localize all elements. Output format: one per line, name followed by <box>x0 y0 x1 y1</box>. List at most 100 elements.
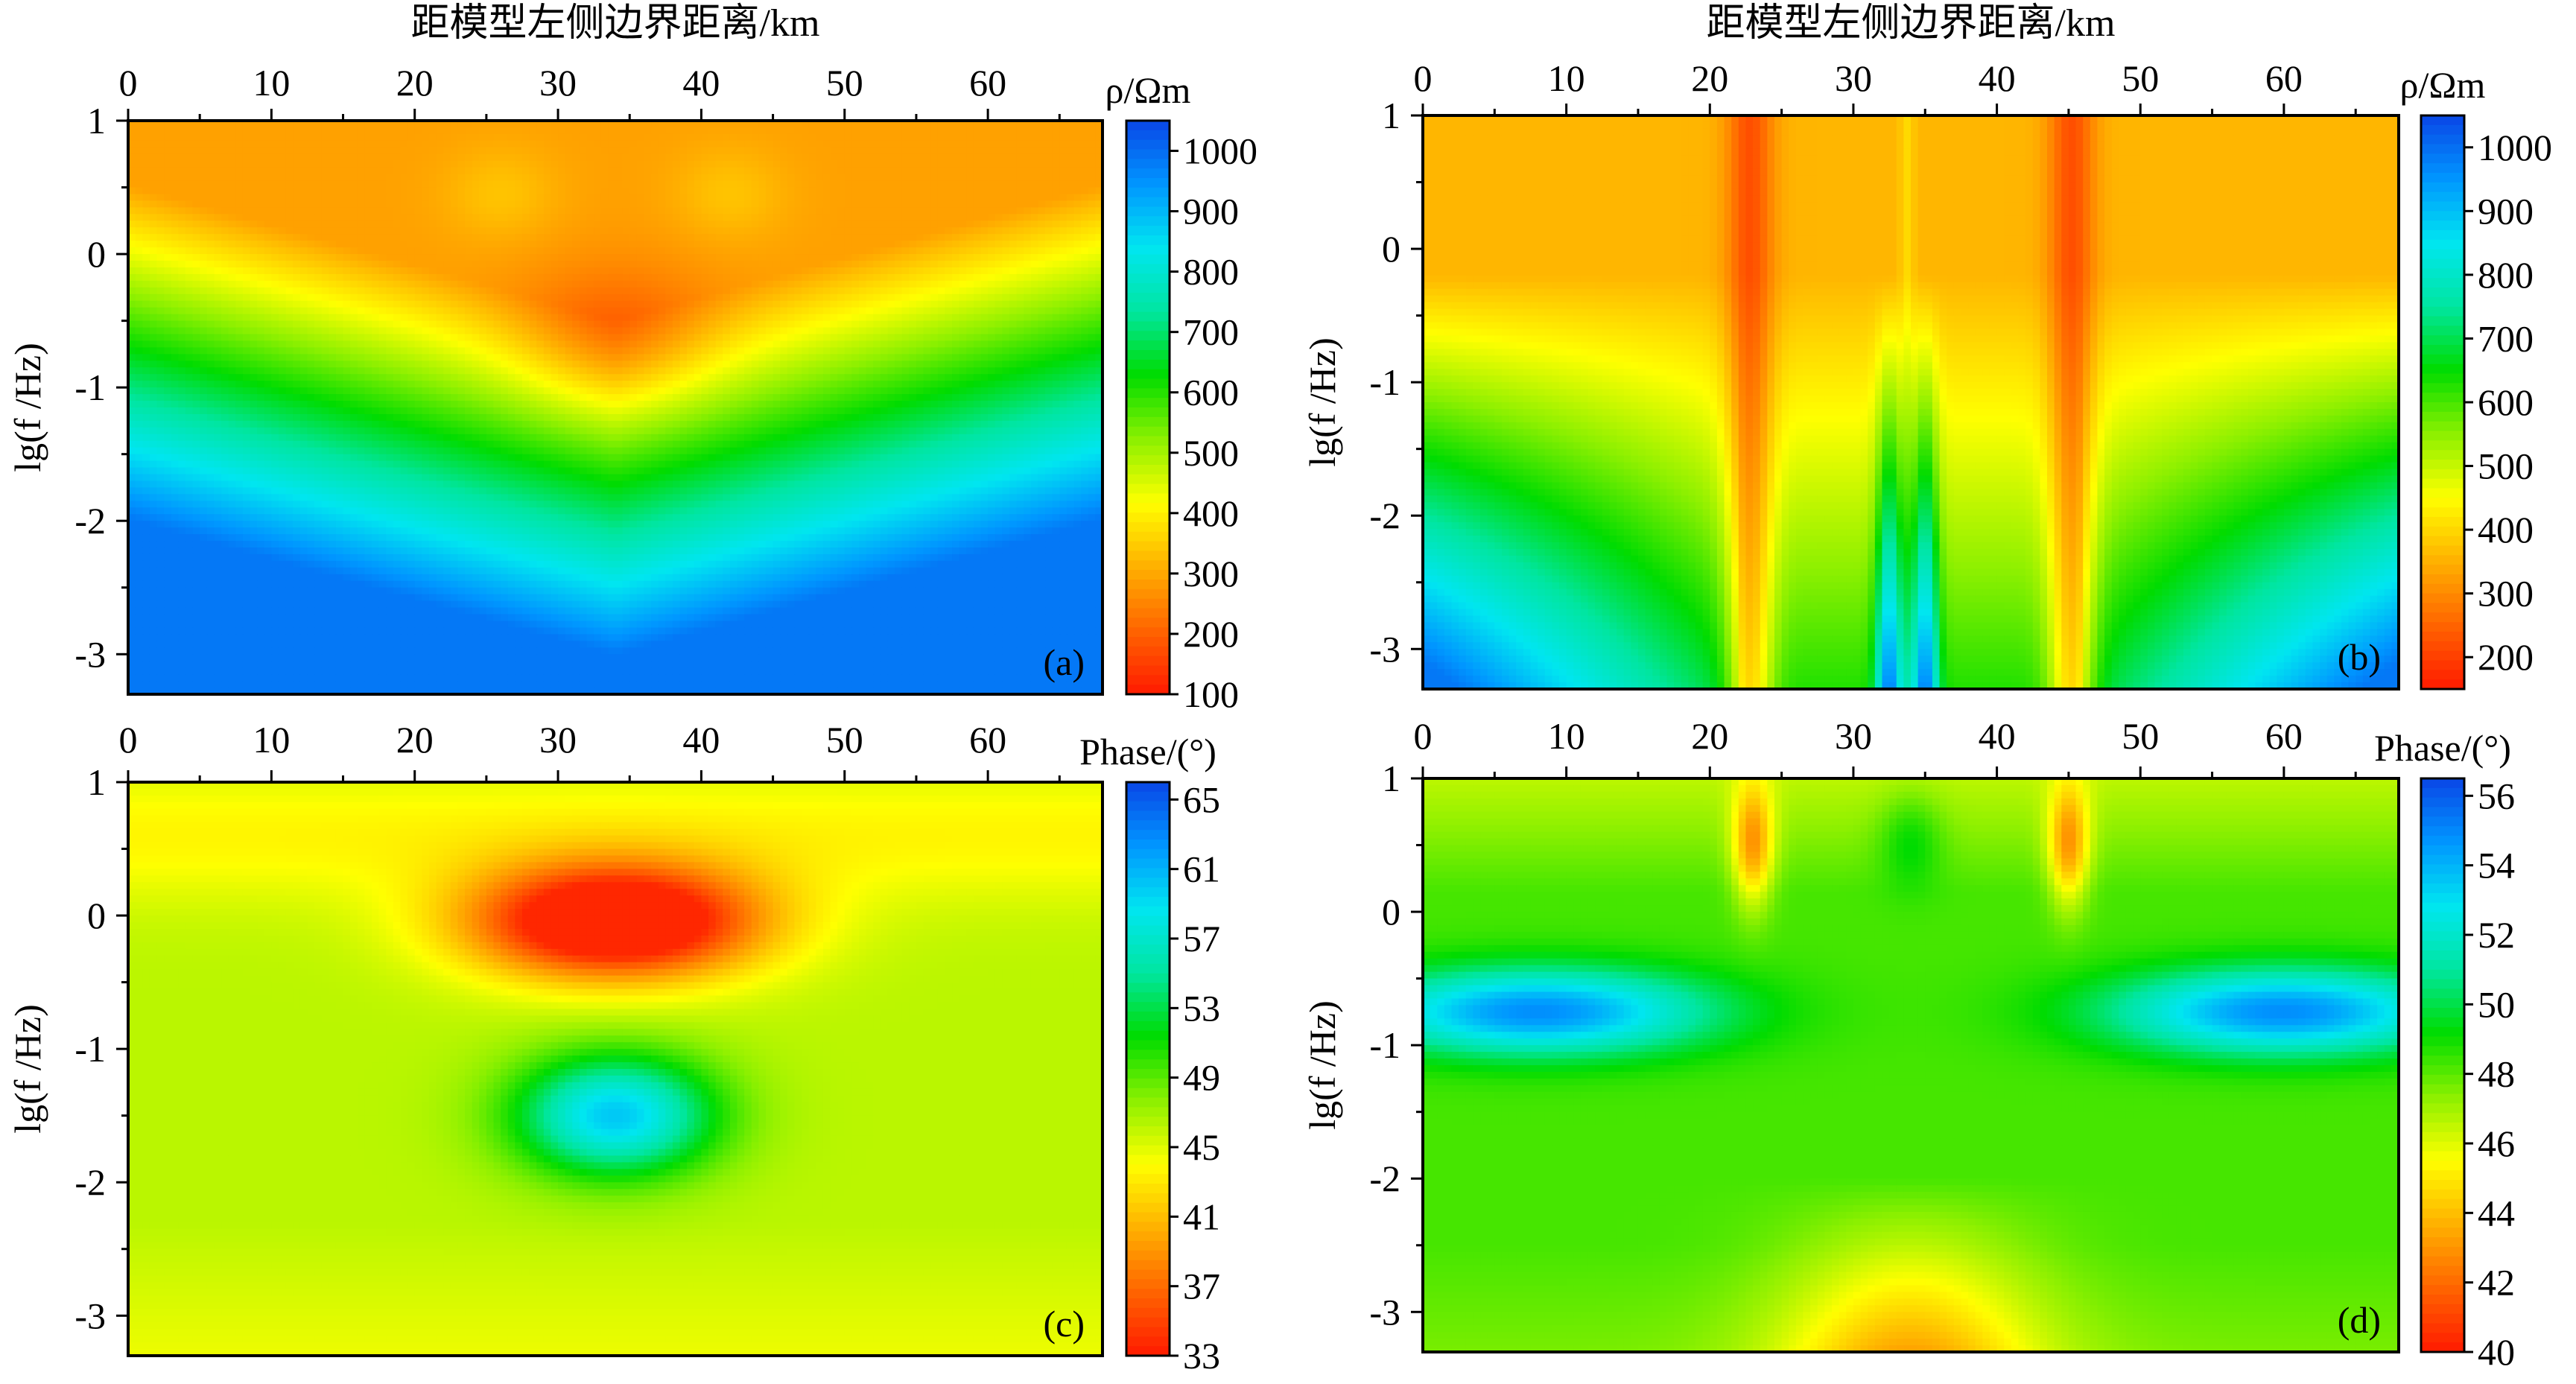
heatmap-cell <box>156 273 165 282</box>
heatmap-cell <box>221 121 229 128</box>
heatmap-cell <box>472 314 480 322</box>
heatmap-cell <box>507 180 516 188</box>
heatmap-cell <box>765 300 774 308</box>
heatmap-cell <box>937 234 946 242</box>
heatmap-cell <box>551 267 559 275</box>
heatmap-cell <box>701 133 709 142</box>
heatmap-cell <box>507 293 516 302</box>
heatmap-cell <box>945 234 953 242</box>
heatmap-cell <box>622 160 631 168</box>
heatmap-cell <box>572 174 580 182</box>
heatmap-cell <box>501 167 509 175</box>
heatmap-cell <box>235 133 244 142</box>
heatmap-cell <box>808 307 817 315</box>
heatmap-cell <box>214 261 222 268</box>
heatmap-cell <box>271 361 279 369</box>
heatmap-cell <box>959 320 968 328</box>
heatmap-cell <box>529 220 538 229</box>
heatmap-cell <box>1073 280 1082 288</box>
heatmap-cell <box>980 340 989 349</box>
heatmap-cell <box>321 361 330 369</box>
heatmap-cell <box>1066 127 1075 135</box>
heatmap-cell <box>880 314 889 322</box>
heatmap-cell <box>765 140 774 148</box>
heatmap-cell <box>443 194 451 202</box>
heatmap-cell <box>586 127 595 135</box>
heatmap-cell <box>156 147 165 155</box>
heatmap-cell <box>737 207 746 215</box>
heatmap-cell <box>737 121 746 128</box>
heatmap-cell <box>622 140 631 148</box>
heatmap-cell <box>529 267 538 275</box>
heatmap-cell <box>135 267 144 275</box>
heatmap-cell <box>1095 267 1103 275</box>
heatmap-cell <box>443 254 451 261</box>
heatmap-cell <box>486 234 495 242</box>
heatmap-cell <box>594 320 602 328</box>
heatmap-cell <box>1059 261 1067 268</box>
heatmap-cell <box>816 334 824 342</box>
heatmap-cell <box>901 140 910 148</box>
heatmap-cell <box>357 187 366 195</box>
heatmap-cell <box>386 121 394 128</box>
heatmap-cell <box>615 207 624 215</box>
heatmap-cell <box>973 347 982 355</box>
heatmap-cell <box>501 327 509 335</box>
heatmap-cell <box>1088 241 1097 249</box>
heatmap-cell <box>622 227 631 235</box>
heatmap-cell <box>758 280 767 288</box>
heatmap-cell <box>851 287 860 295</box>
heatmap-cell <box>372 234 380 242</box>
heatmap-cell <box>1045 140 1053 148</box>
heatmap-cell <box>171 361 180 369</box>
heatmap-cell <box>529 254 538 261</box>
heatmap-cell <box>128 340 136 349</box>
heatmap-cell <box>644 247 652 255</box>
heatmap-cell <box>357 287 366 295</box>
heatmap-cell <box>436 140 445 148</box>
heatmap-cell <box>235 194 244 202</box>
heatmap-cell <box>142 140 150 148</box>
heatmap-cell <box>687 153 695 162</box>
heatmap-cell <box>880 127 889 135</box>
heatmap-cell <box>250 327 258 335</box>
heatmap-cell <box>636 214 645 222</box>
heatmap-cell <box>866 160 875 168</box>
heatmap-cell <box>515 140 523 148</box>
heatmap-cell <box>372 187 380 195</box>
heatmap-cell <box>636 187 645 195</box>
heatmap-cell <box>866 241 875 249</box>
heatmap-cell <box>185 340 194 349</box>
heatmap-cell <box>765 320 774 328</box>
heatmap-cell <box>206 293 215 302</box>
heatmap-cell <box>1030 140 1039 148</box>
heatmap-cell <box>672 267 681 275</box>
heatmap-cell <box>472 140 480 148</box>
heatmap-cell <box>923 133 932 142</box>
heatmap-cell <box>357 167 366 175</box>
heatmap-cell <box>307 241 315 249</box>
heatmap-cell <box>135 280 144 288</box>
heatmap-cell <box>307 174 315 182</box>
heatmap-cell <box>450 261 459 268</box>
heatmap-cell <box>135 347 144 355</box>
heatmap-cell <box>378 127 387 135</box>
heatmap-cell <box>751 247 760 255</box>
heatmap-cell <box>822 127 831 135</box>
heatmap-cell <box>1073 121 1082 128</box>
heatmap-cell <box>1059 273 1067 282</box>
heatmap-cell <box>1024 227 1032 235</box>
heatmap-cell <box>794 287 802 295</box>
heatmap-cell <box>293 133 301 142</box>
heatmap-cell <box>293 234 301 242</box>
heatmap-cell <box>1052 194 1061 202</box>
heatmap-cell <box>378 287 387 295</box>
heatmap-cell <box>679 127 688 135</box>
heatmap-cell <box>830 300 839 308</box>
heatmap-cell <box>615 121 624 128</box>
heatmap-cell <box>586 121 595 128</box>
heatmap-cell <box>1059 307 1067 315</box>
heatmap-cell <box>600 180 609 188</box>
heatmap-cell <box>206 334 215 342</box>
heatmap-cell <box>1016 334 1025 342</box>
